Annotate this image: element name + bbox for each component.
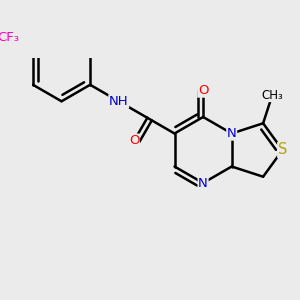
Text: S: S [278,142,287,158]
Text: CH₃: CH₃ [261,88,283,101]
Text: NH: NH [109,95,129,108]
Text: O: O [129,134,140,147]
Text: N: N [198,176,208,190]
Text: N: N [227,127,237,140]
Text: CF₃: CF₃ [0,31,20,44]
Text: O: O [198,84,208,97]
